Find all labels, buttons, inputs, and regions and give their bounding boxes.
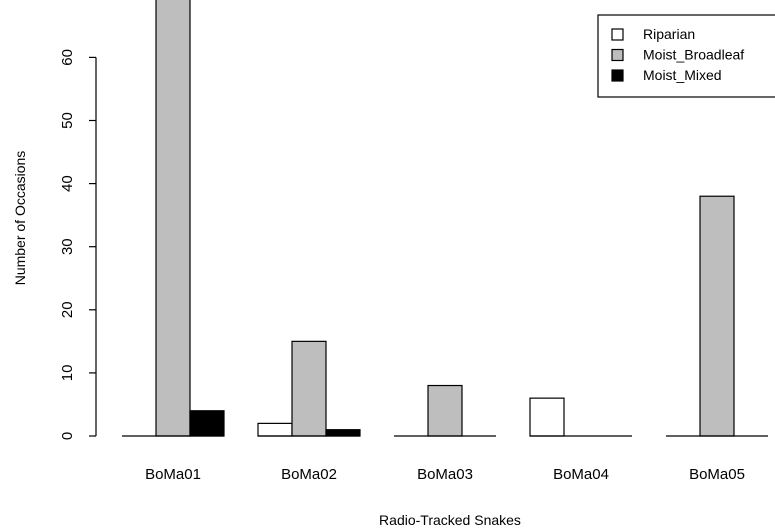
x-tick-label: BoMa02 xyxy=(281,466,337,483)
bar-boma05-moist-broadleaf xyxy=(699,195,735,437)
bar-boma01-moist-mixed xyxy=(189,410,225,437)
x-tick-label: BoMa01 xyxy=(145,466,201,483)
x-tick-label: BoMa04 xyxy=(553,466,609,483)
x-tick-labels: BoMa01 BoMa02 BoMa03 BoMa04 BoMa05 xyxy=(145,466,745,483)
bar-boma02-riparian xyxy=(257,422,293,437)
legend-swatch-moist-mixed xyxy=(611,69,624,82)
y-tick-label: 60 xyxy=(59,49,76,66)
bars-group xyxy=(155,0,735,437)
bar-boma01-moist-broadleaf xyxy=(155,0,191,437)
bar-boma03-moist-broadleaf xyxy=(427,384,463,437)
legend: Riparian Moist_Broadleaf Moist_Mixed xyxy=(597,14,775,98)
x-tick-label: BoMa03 xyxy=(417,466,473,483)
y-tick-label: 20 xyxy=(59,301,76,318)
bar-boma02-moist-mixed xyxy=(325,429,361,437)
legend-swatch-moist-broadleaf xyxy=(611,48,624,62)
bar-boma04-riparian xyxy=(529,397,565,437)
legend-box xyxy=(597,14,775,98)
y-tick-label: 50 xyxy=(59,112,76,129)
legend-label: Moist_Broadleaf xyxy=(643,47,744,63)
legend-label: Moist_Mixed xyxy=(643,67,722,83)
y-tick-label: 0 xyxy=(59,432,76,440)
legend-label: Riparian xyxy=(643,26,695,42)
y-tick-label: 40 xyxy=(59,175,76,192)
y-tick-label: 10 xyxy=(59,365,76,382)
y-tick-label: 30 xyxy=(59,238,76,255)
bar-boma02-moist-broadleaf xyxy=(291,340,327,437)
y-axis: 0 10 20 30 40 50 60 xyxy=(59,49,97,440)
x-axis-label: Radio-Tracked Snakes xyxy=(379,512,521,528)
x-tick-label: BoMa05 xyxy=(689,466,745,483)
legend-swatch-riparian xyxy=(611,28,624,41)
y-axis-label: Number of Occasions xyxy=(12,151,28,286)
